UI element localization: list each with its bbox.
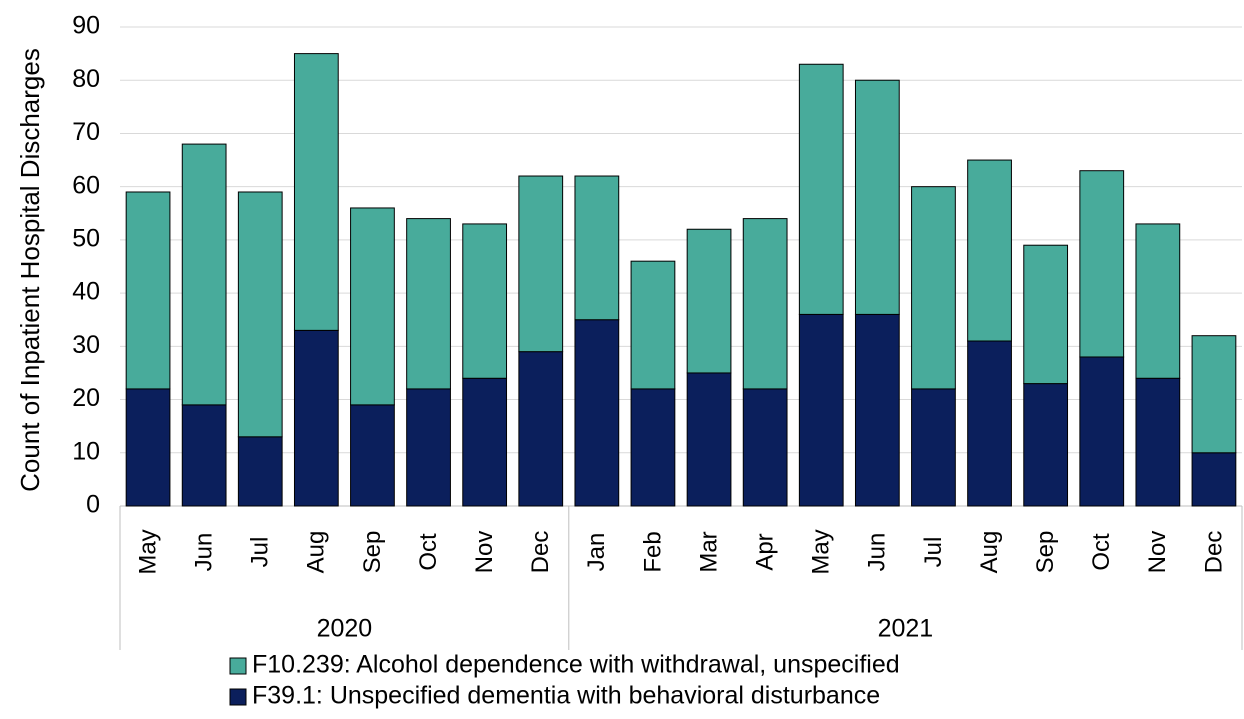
bar-segment [1079,170,1125,358]
bar-segment [1135,223,1181,379]
bar-segment [1135,377,1181,507]
x-tick-label: Jun [190,533,217,572]
legend-swatch [229,688,247,706]
y-tick-label: 10 [72,437,100,465]
y-tick-label: 90 [72,12,100,40]
y-tick-label: 80 [72,65,100,93]
x-tick-label: Mar [695,531,722,572]
bar-segment [1023,383,1069,507]
bar-segment [854,79,900,315]
bar-segment [1079,356,1125,507]
bar-segment [181,143,227,406]
bar-segment [181,404,227,507]
group-label: 2021 [878,615,934,643]
bar-segment [1023,244,1069,385]
x-tick-label: Sep [359,531,386,574]
bar-segment [350,207,395,406]
x-tick-label: Aug [976,531,1003,574]
bar-segment [518,175,564,353]
bar-segment [406,388,451,507]
bar-segment [293,53,339,331]
x-tick-label: Oct [415,533,442,571]
y-axis-label: Count of Inpatient Hospital Discharges [15,48,45,492]
x-tick-label: Nov [471,531,498,574]
bar-segment [462,377,508,507]
bar-segment [742,388,788,507]
y-tick-label: 40 [72,278,100,306]
x-tick-label: Feb [639,531,666,572]
x-tick-label: Jul [247,537,274,568]
x-tick-label: Jan [583,533,610,572]
x-tick-label: Dec [527,531,554,574]
bar-segment [574,319,620,507]
legend-label: F39.1: Unspecified dementia with behavio… [252,682,880,710]
bar-segment [911,186,956,390]
x-tick-label: Aug [303,531,330,574]
y-tick-label: 60 [72,171,100,199]
x-tick-label: Sep [1032,531,1059,574]
bar-segment [125,388,171,507]
bar-segment [293,329,339,507]
bar-segment [967,340,1012,507]
x-tick-label: Oct [1088,533,1115,571]
bar-segment [854,313,900,507]
bar-segment [1191,335,1237,454]
bar-segment [686,372,732,507]
y-tick-label: 30 [72,331,100,359]
x-tick-label: Jun [864,533,891,572]
x-tick-label: May [808,529,835,574]
y-tick-label: 50 [72,224,100,252]
x-tick-label: Nov [1144,531,1171,574]
bar-segment [406,218,451,390]
group-label: 2020 [317,615,373,643]
bar-segment [798,63,844,315]
bar-segment [1191,452,1237,507]
bar-segment [462,223,508,379]
bar-segment [125,191,171,390]
bar-segment [967,159,1012,342]
x-tick-label: May [134,529,161,574]
y-tick-label: 20 [72,384,100,412]
bar-segment [742,218,788,390]
bar-segment [630,388,676,507]
bar-segment [911,388,956,507]
x-tick-label: Apr [751,533,778,570]
bar-segment [798,313,844,507]
x-tick-label: Dec [1200,531,1227,574]
y-tick-label: 0 [86,491,100,519]
bar-segment [630,260,676,390]
bar-segment [518,351,564,507]
legend-label: F10.239: Alcohol dependence with withdra… [252,651,900,679]
bar-segment [574,175,620,321]
legend-swatch [229,657,247,675]
bar-segment [237,191,283,438]
bar-segment [237,436,283,507]
y-tick-label: 70 [72,118,100,146]
bar-segment [686,228,732,374]
x-tick-label: Jul [920,537,947,568]
bar-segment [350,404,395,507]
